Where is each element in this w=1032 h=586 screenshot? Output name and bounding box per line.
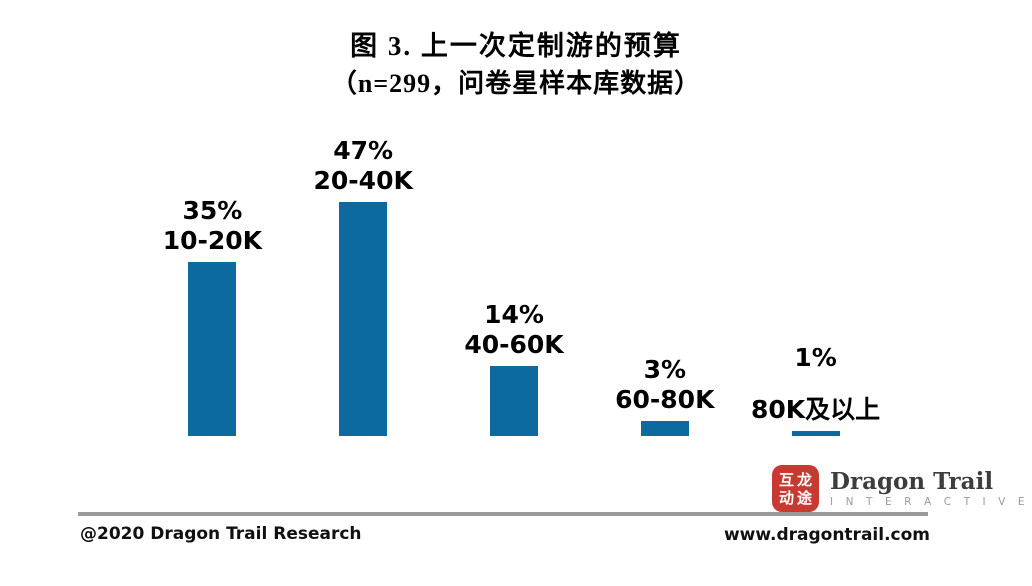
brand-logo: 互龙 动途 Dragon Trail I N T E R A C T I V E <box>772 465 1029 512</box>
chart-subtitle: （n=299，问卷星样本库数据） <box>330 69 702 98</box>
bar-column: 3% 60-80K <box>589 128 740 436</box>
bar-category-label: 10-20K <box>162 226 263 255</box>
bar-column: 1% 80K及以上 <box>740 128 891 436</box>
bar <box>791 431 840 436</box>
bar <box>640 421 689 436</box>
brand-text: Dragon Trail I N T E R A C T I V E <box>830 469 1029 508</box>
bar-category-label: 40-60K <box>464 330 564 359</box>
seal-text-top: 互龙 <box>778 470 815 489</box>
chart-title: 图 3. 上一次定制游的预算 <box>350 31 682 61</box>
footer-divider <box>78 512 928 516</box>
bar-value-label: 1% <box>794 343 837 372</box>
bar-column: 14% 40-60K <box>439 128 590 436</box>
bar-category-label: 20-40K <box>313 166 413 195</box>
bar-category-label: 60-80K <box>615 385 715 414</box>
bar-value-label: 3% <box>643 355 687 384</box>
footer-website-url: www.dragontrail.com <box>723 525 930 545</box>
bar-category-label: 80K及以上 <box>751 395 881 424</box>
bar-value-label: 14% <box>484 300 544 329</box>
bar-column: 47% 20-40K <box>288 128 439 436</box>
footer-copyright: @2020 Dragon Trail Research <box>80 524 362 544</box>
bar-value-label: 47% <box>333 136 394 165</box>
brand-name: Dragon Trail <box>830 468 994 495</box>
bar-value-label: 35% <box>182 196 243 225</box>
chart-header: 图 3. 上一次定制游的预算 （n=299，问卷星样本库数据） <box>0 28 1032 101</box>
bar-column: 35% 10-20K <box>137 128 288 436</box>
bar <box>489 366 538 436</box>
bar <box>339 202 388 436</box>
seal-text-bottom: 动途 <box>778 488 815 507</box>
bar-chart: 35% 10-20K 47% 20-40K 14% 40-60K 3% 60-80K 1% 80K… <box>137 128 891 436</box>
bar <box>188 262 237 436</box>
dragon-trail-seal-icon: 互龙 动途 <box>772 465 819 512</box>
brand-subtitle: I N T E R A C T I V E <box>830 496 1030 508</box>
